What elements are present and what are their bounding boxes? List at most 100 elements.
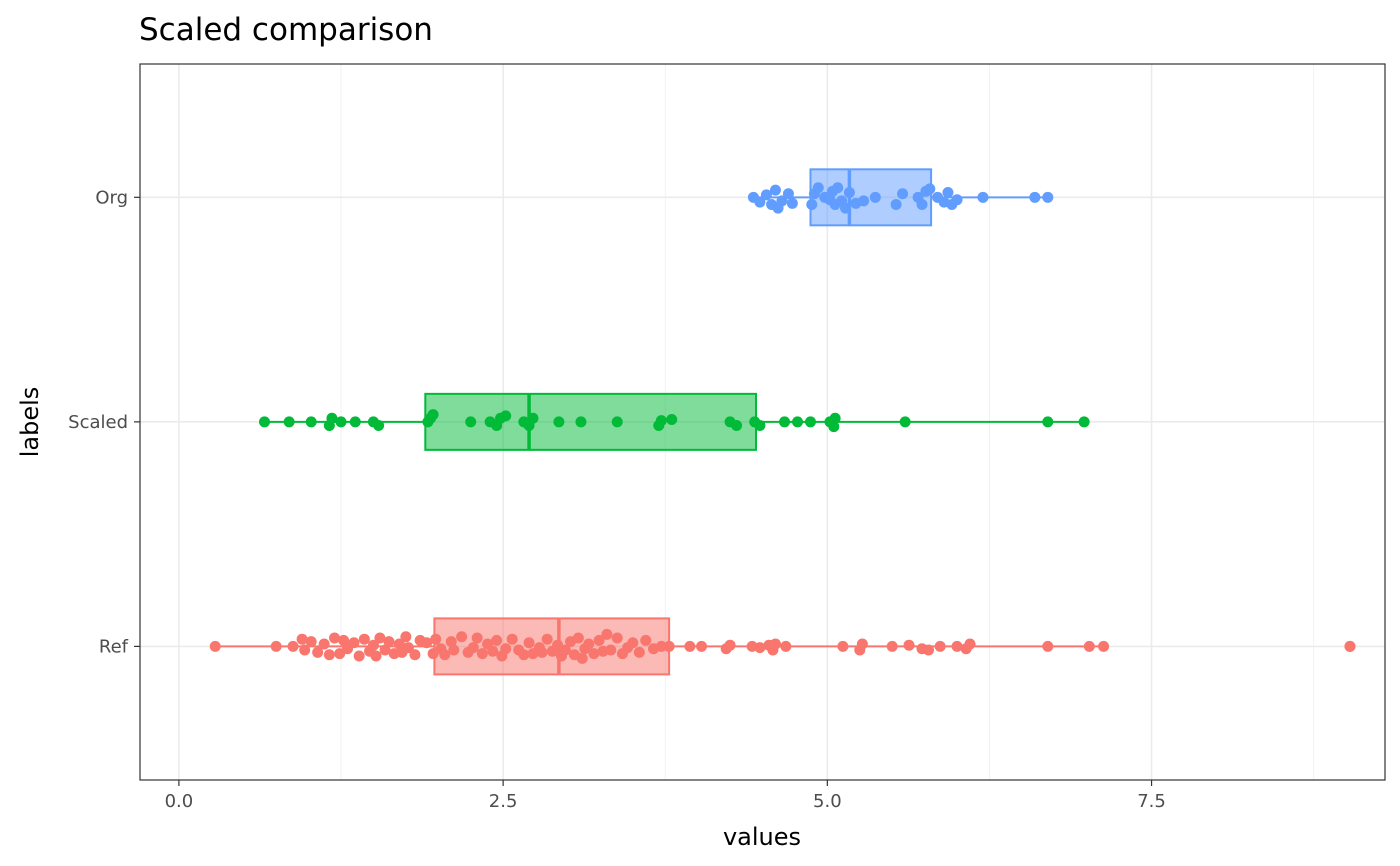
data-point [760,189,772,201]
data-point [633,646,645,658]
data-point [812,182,824,194]
data-point [393,638,405,650]
data-point [663,640,675,652]
data-point [840,202,851,214]
data-point [402,642,414,654]
data-point [769,184,781,196]
data-point [916,199,928,211]
data-point [299,644,311,656]
data-point [754,196,766,208]
x-tick-label: 2.5 [489,791,518,812]
data-point [897,188,909,200]
data-point [1042,416,1054,428]
data-point [903,639,915,651]
data-point [951,640,963,652]
data-point [806,199,818,211]
data-point [553,416,565,428]
data-point [527,412,539,424]
data-point [640,634,652,646]
data-point [627,637,639,649]
data-point [541,633,553,645]
data-point [964,638,976,650]
data-point [782,188,794,200]
y-tick-label: Ref [99,636,129,657]
data-point [886,640,898,652]
data-point [536,646,548,658]
data-point [448,644,460,656]
data-point [259,416,270,428]
data-point [338,634,350,646]
data-point [1042,191,1054,203]
data-point [296,633,308,645]
data-point [934,640,946,652]
x-axis-title: values [723,823,801,851]
data-point [559,644,571,656]
data-point [445,636,457,648]
data-point [358,633,370,645]
x-tick-label: 5.0 [813,791,842,812]
data-point [780,640,792,652]
data-point [754,642,766,654]
data-point [287,640,299,652]
data-point [456,631,468,643]
data-point [779,416,791,428]
data-point [899,416,911,428]
data-point [305,636,317,648]
data-point [601,628,613,640]
data-point [754,419,766,431]
data-point [373,419,385,431]
series-ref [209,617,1356,676]
chart-title: Scaled comparison [139,12,433,48]
data-point [923,644,934,656]
data-point [379,644,391,656]
y-tick-label: Scaled [68,412,128,433]
data-point [1042,640,1054,652]
data-point [305,416,317,428]
data-point [1083,640,1095,652]
data-point [731,419,743,431]
data-point [832,182,844,194]
data-point [804,416,816,428]
data-point [353,650,365,662]
data-point [370,650,382,662]
data-point [684,640,696,652]
y-axis-title: labels [16,387,44,458]
data-point [776,195,788,207]
data-point [696,640,708,652]
data-point [471,632,483,644]
x-tick-label: 0.0 [165,791,194,812]
data-point [374,632,386,644]
data-point [409,649,421,661]
data-point [348,637,360,649]
data-point [611,632,623,644]
data-point [829,412,841,424]
data-point [890,199,902,211]
data-point [924,183,936,195]
data-point [487,645,499,657]
data-point [951,194,963,206]
data-point [828,421,840,433]
data-point [583,638,595,650]
data-point [270,640,282,652]
data-point [858,195,870,207]
data-point [326,412,338,424]
data-point [1029,191,1041,203]
data-point [209,640,221,652]
data-point [666,413,678,425]
axis-layer: 0.0 2.5 5.0 7.5 Ref Scaled Org [68,187,1166,812]
data-point [335,416,347,428]
data-point [506,633,518,645]
data-point [869,191,881,203]
data-point [467,642,479,654]
data-point [349,416,361,428]
data-point [977,191,989,203]
data-point [724,639,736,651]
data-point [572,632,584,644]
data-point [655,640,667,652]
data-point [421,637,433,649]
data-point [491,634,503,646]
data-point [837,640,849,652]
data-point [576,652,588,664]
data-point [786,197,798,209]
data-point [318,638,330,650]
